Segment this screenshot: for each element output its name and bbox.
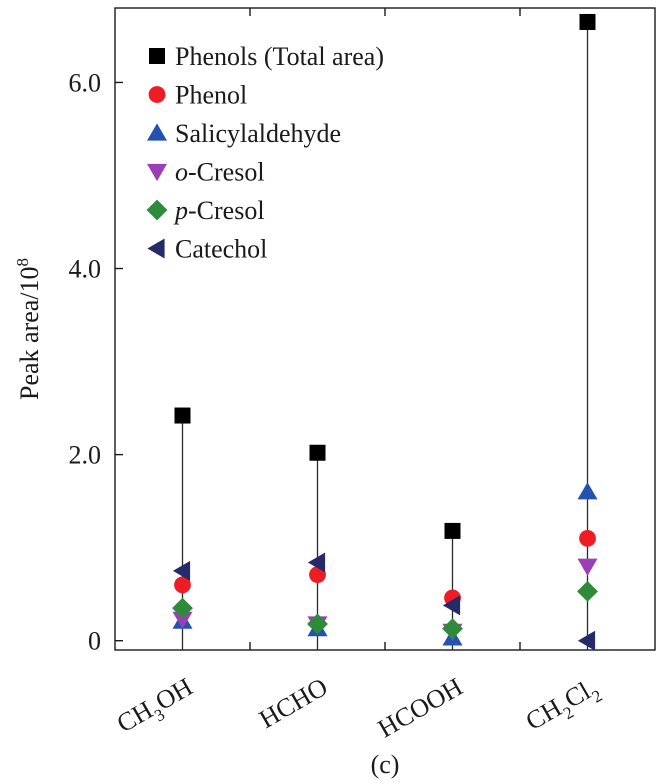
data-point — [172, 597, 193, 619]
legend-label: Catechol — [175, 235, 267, 264]
y-tick-label: 4.0 — [69, 255, 102, 284]
x-tick-label-part: CH — [521, 693, 567, 736]
x-tick-label-part: HCHO — [254, 672, 332, 734]
data-point — [577, 558, 598, 576]
legend: Phenols (Total area) Phenol Salicylaldehyd… — [146, 42, 384, 264]
x-tick-label-part: CH — [112, 695, 158, 738]
legend-label-prefix: o — [175, 158, 188, 187]
legend-label-text: Phenols (Total area) — [175, 42, 384, 71]
legend-label: p-Cresol — [173, 196, 265, 225]
legend-label-prefix: p — [173, 196, 188, 225]
data-point — [577, 580, 598, 602]
y-tick-label: 6.0 — [69, 68, 102, 97]
data-point — [174, 576, 191, 594]
y-axis-label: Peak area/108 — [13, 258, 44, 400]
data-point — [577, 630, 596, 651]
data-point — [444, 522, 461, 539]
series-2 — [172, 482, 598, 646]
y-axis-label-text: Peak area/10 — [15, 266, 44, 400]
series-1 — [174, 529, 596, 607]
legend-label-text: -Cresol — [188, 158, 265, 187]
legend-label-text: Catechol — [175, 235, 267, 264]
labels: CH3OH HCHO HCOOH CH2Cl2 Peak area/108 (c) — [13, 258, 606, 779]
y-tick-label: 0 — [88, 627, 101, 656]
legend-label: Phenols (Total area) — [175, 42, 384, 71]
data-point — [172, 560, 191, 581]
legend-marker — [147, 238, 165, 259]
series-4 — [172, 580, 598, 639]
series-3 — [172, 558, 598, 641]
data-points — [172, 13, 598, 651]
x-tick-label: CH2Cl2 — [521, 672, 606, 741]
data-point — [577, 482, 598, 500]
data-point — [309, 444, 326, 461]
legend-label: Phenol — [175, 81, 247, 110]
y-axis-label-exponent: 8 — [13, 258, 32, 267]
x-tick-label: HCHO — [254, 672, 332, 734]
legend-label-text: Salicylaldehyde — [175, 119, 341, 148]
x-tick-label: CH3OH — [112, 672, 201, 744]
series-5 — [172, 552, 596, 651]
legend-label-text: -Cresol — [188, 196, 265, 225]
data-point — [579, 529, 596, 547]
legend-marker — [147, 123, 167, 141]
data-point — [442, 595, 461, 616]
data-point — [172, 611, 193, 629]
x-tick-label-part: HCOOH — [373, 672, 468, 743]
legend-marker — [147, 163, 167, 182]
data-point — [307, 613, 328, 635]
data-point — [174, 407, 191, 424]
legend-marker — [149, 48, 165, 64]
legend-label: o-Cresol — [175, 158, 265, 187]
axes: 0 2.0 4.0 6.0 — [69, 7, 656, 656]
x-tick-label: HCOOH — [373, 672, 468, 743]
y-tick-label: 2.0 — [69, 441, 102, 470]
legend-label: Salicylaldehyde — [175, 119, 341, 148]
legend-marker — [146, 199, 168, 221]
figure-caption: (c) — [371, 750, 400, 779]
drop-lines — [181, 21, 589, 650]
data-point — [579, 13, 596, 30]
data-point — [442, 618, 463, 639]
legend-marker — [148, 86, 166, 103]
series-0 — [174, 13, 596, 539]
legend-label-text: Phenol — [175, 81, 247, 110]
data-point — [307, 552, 326, 573]
